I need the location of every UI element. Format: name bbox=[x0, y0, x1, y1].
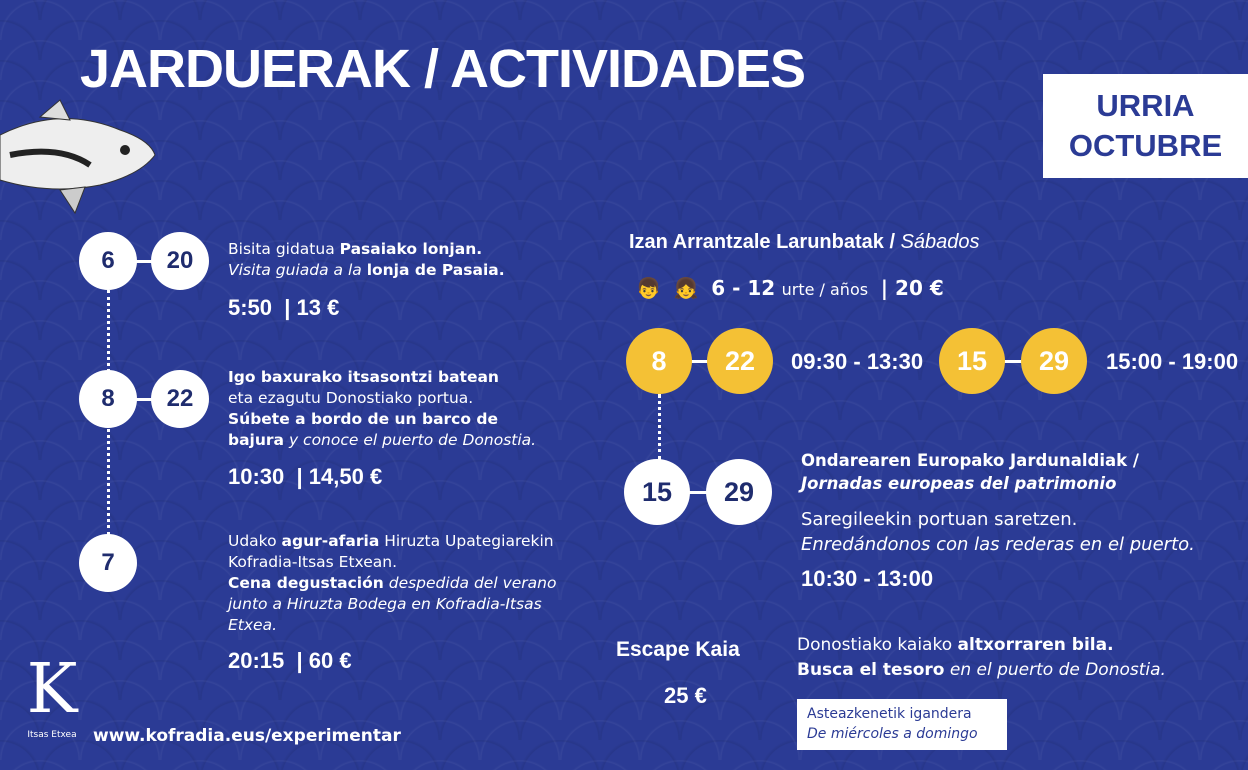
activity-2-info: 10:30 | 14,50 € bbox=[228, 464, 383, 489]
kofradia-logo: K Itsas Etxea bbox=[26, 650, 78, 740]
saturday-circle: 22 bbox=[707, 328, 773, 394]
schedule-note: Asteazkenetik igandera De miércoles a dom… bbox=[797, 699, 1007, 750]
day-circle: 15 bbox=[624, 459, 690, 525]
activity-1-info: 5:50 | 13 € bbox=[228, 295, 340, 320]
month-es: OCTUBRE bbox=[1068, 128, 1223, 163]
day-circle: 29 bbox=[706, 459, 772, 525]
heritage-title: Ondarearen Europako Jardunaldiak / Jornad… bbox=[801, 451, 1139, 493]
heritage-text: Saregileekin portuan saretzen. Enredándon… bbox=[801, 509, 1195, 555]
day-circle: 7 bbox=[79, 534, 137, 592]
saturday-circle: 15 bbox=[939, 328, 1005, 394]
timeline-line bbox=[658, 394, 661, 460]
website-link[interactable]: www.kofradia.eus/experimentar bbox=[93, 726, 401, 746]
activity-3-text: Udako agur-afaria Hiruzta Upategiarekin K… bbox=[228, 532, 557, 634]
month-eu: URRIA bbox=[1096, 88, 1195, 123]
saturdays-title: Izan Arrantzale Larunbatak / Sábados bbox=[629, 231, 980, 253]
page-title: JARDUERAK / ACTIVIDADES bbox=[80, 39, 806, 99]
saturday-time-1: 09:30 - 13:30 bbox=[791, 349, 924, 374]
activity-2-text: Igo baxurako itsasontzi batean eta ezagut… bbox=[228, 368, 537, 449]
age-info: 👦 👧 6 - 12 urte / años | 20 € bbox=[636, 276, 944, 300]
escape-title: Escape Kaia bbox=[616, 638, 740, 661]
escape-price: 25 € bbox=[664, 683, 707, 708]
saturday-circle: 8 bbox=[626, 328, 692, 394]
escape-text: Donostiako kaiako altxorraren bila. Busca… bbox=[797, 635, 1166, 680]
month-badge: URRIA OCTUBRE bbox=[1043, 74, 1248, 178]
saturday-time-2: 15:00 - 19:00 bbox=[1106, 349, 1239, 374]
heritage-time: 10:30 - 13:00 bbox=[801, 566, 934, 591]
day-circle: 8 bbox=[79, 370, 137, 428]
fish-illustration bbox=[0, 99, 156, 215]
boy-icon: 👦 bbox=[636, 276, 661, 300]
day-circle: 6 bbox=[79, 232, 137, 290]
day-circle: 20 bbox=[151, 232, 209, 290]
saturday-circle: 29 bbox=[1021, 328, 1087, 394]
activity-1-text: Bisita gidatua Pasaiako lonjan. Visita gu… bbox=[228, 240, 505, 279]
day-circle: 22 bbox=[151, 370, 209, 428]
girl-icon: 👧 bbox=[673, 276, 699, 300]
activity-3-info: 20:15 | 60 € bbox=[228, 648, 352, 673]
